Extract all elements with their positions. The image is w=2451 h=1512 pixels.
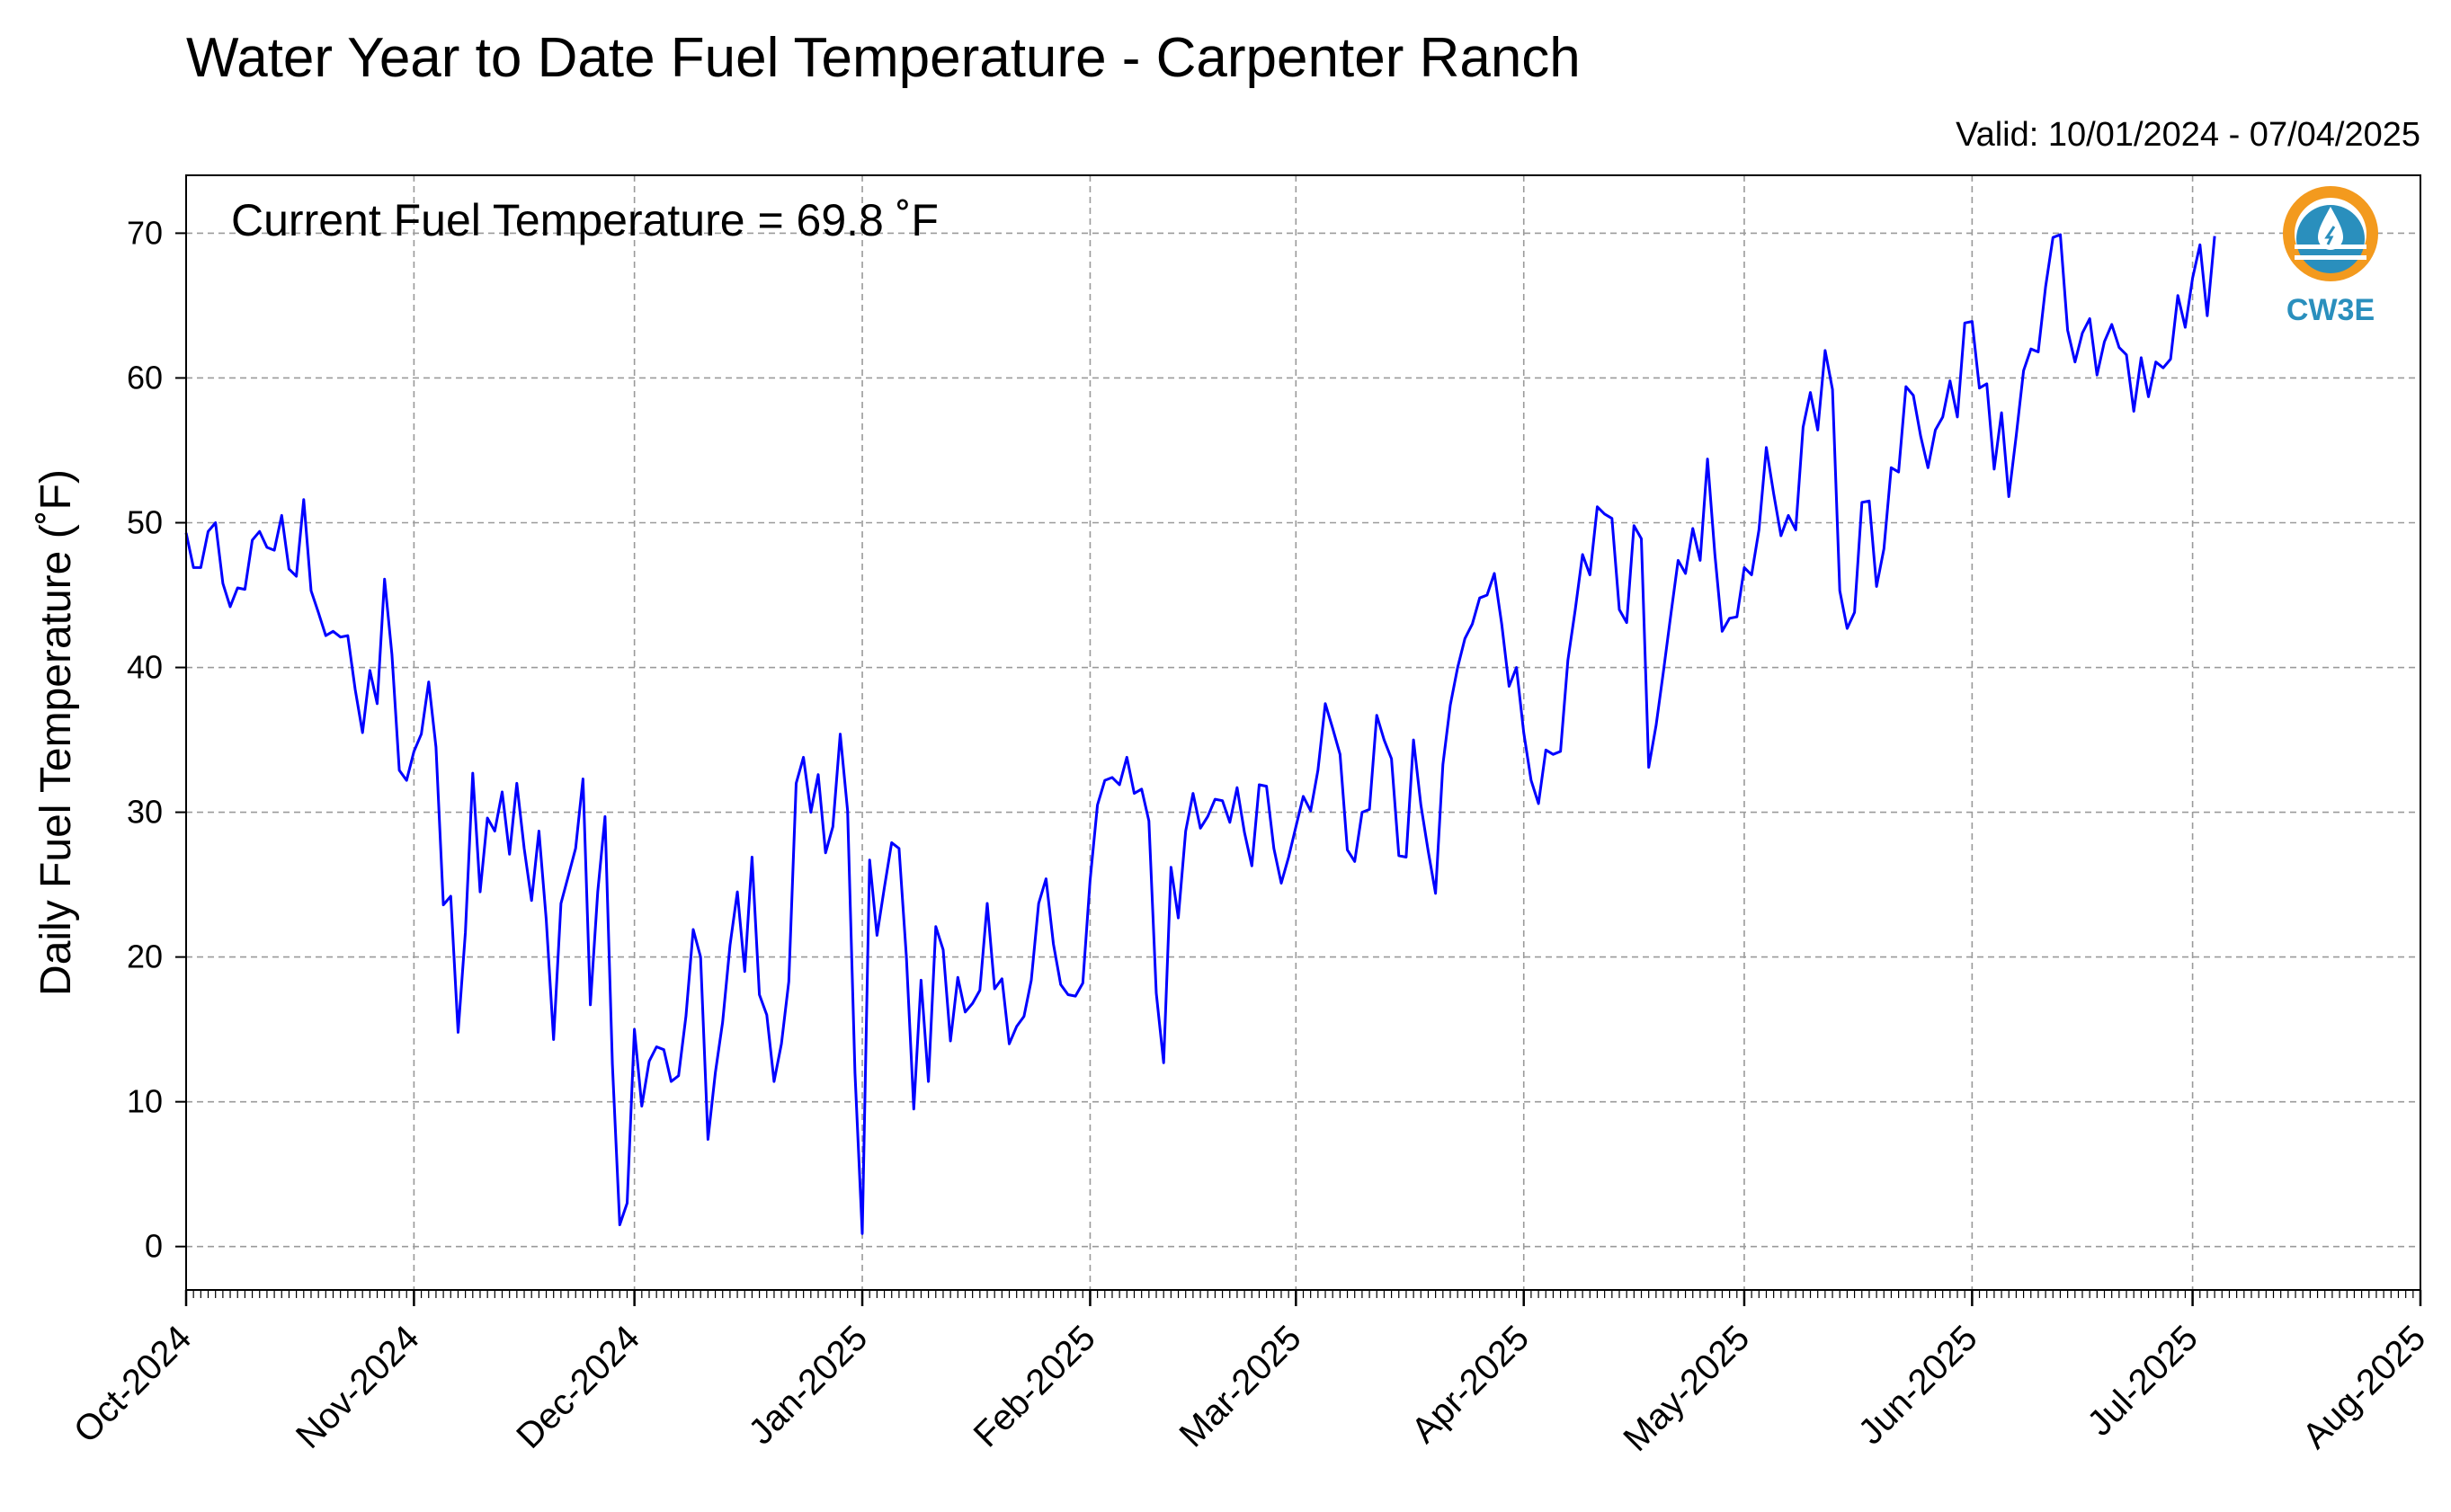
y-tick-label: 40 [127,649,163,686]
x-tick-label: Jun-2025 [1851,1318,1985,1452]
y-axis-ticks: 0 10 20 30 40 50 60 70 [127,214,186,1265]
y-tick-label: 60 [127,359,163,396]
chart-title: Water Year to Date Fuel Temperature - Ca… [186,27,1581,89]
x-tick-label: May-2025 [1616,1318,1757,1459]
plot-frame [185,174,2421,1291]
cw3e-logo: CW3E [2283,186,2378,327]
x-axis-ticks: Oct-2024 Nov-2024 Dec-2024 Jan-2025 Feb-2025… [67,1290,2433,1459]
x-tick-label: Jul-2025 [2080,1318,2206,1444]
y-tick-label: 10 [127,1083,163,1120]
current-value-annotation: Current Fuel Temperature = 69.8 ˚F [231,195,939,245]
x-tick-label: Jan-2025 [741,1318,875,1452]
y-tick-label: 0 [145,1228,163,1265]
y-tick-label: 20 [127,938,163,975]
x-tick-label: Feb-2025 [967,1318,1103,1454]
valid-range: Valid: 10/01/2024 - 07/04/2025 [1956,116,2420,154]
y-tick-label: 50 [127,503,163,540]
y-tick-label: 30 [127,794,163,831]
x-axis-minor-ticks [185,1290,2421,1298]
y-axis-label: Daily Fuel Temperature (˚F) [32,469,80,996]
gridlines [185,175,2421,1290]
y-tick-label: 70 [127,214,163,251]
series-line [184,233,2216,1235]
x-tick-label: Oct-2024 [67,1318,199,1450]
logo-drop-icon [2318,207,2343,250]
x-tick-label: Mar-2025 [1172,1318,1309,1454]
x-tick-label: Dec-2024 [509,1318,647,1456]
x-tick-label: Apr-2025 [1404,1318,1537,1450]
x-tick-label: Nov-2024 [289,1318,427,1456]
x-tick-label: Aug-2025 [2295,1318,2434,1456]
logo-text: CW3E [2286,293,2375,327]
